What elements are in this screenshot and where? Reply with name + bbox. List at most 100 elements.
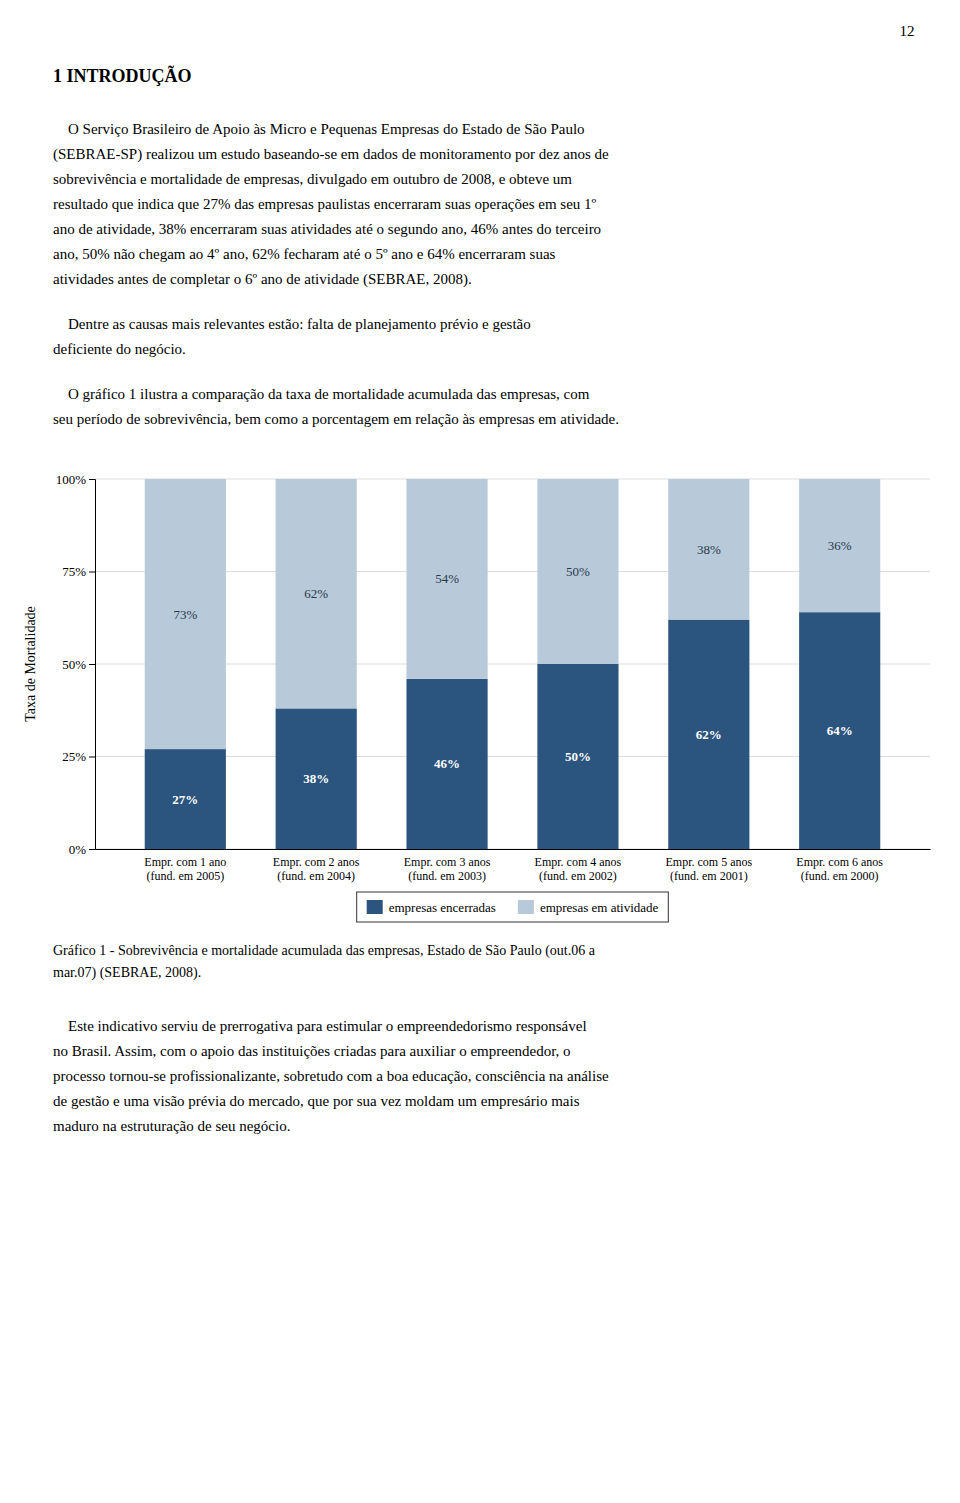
tick: 50%: [62, 657, 95, 672]
legend-label: empresas encerradas: [389, 900, 496, 915]
data-label: 54%: [435, 571, 459, 586]
data-label: 50%: [565, 749, 591, 764]
axis-line: [96, 849, 931, 850]
data-label: 38%: [697, 542, 721, 557]
tick: Empr. com 6 anos(fund. em 2000): [796, 855, 883, 883]
tick-label: 0%: [69, 842, 87, 857]
body-line: O Serviço Brasileiro de Apoio às Micro e…: [53, 121, 585, 137]
body-line: Este indicativo serviu de prerrogativa p…: [53, 1018, 587, 1034]
tick-label: Empr. com 4 anos(fund. em 2002): [535, 855, 622, 883]
legend-item: empresas em atividade: [518, 900, 659, 915]
body-line: Dentre as causas mais relevantes estão: …: [53, 316, 531, 332]
body-line: maduro na estruturação de seu negócio.: [53, 1118, 290, 1134]
body-text: Este indicativo serviu de prerrogativa p…: [53, 1018, 609, 1134]
tick-mark: [89, 757, 95, 758]
bar: [668, 620, 749, 849]
y-axis: 0% 25% 50% 75% 100%: [56, 472, 96, 857]
body-line: no Brasil. Assim, com o apoio das instit…: [53, 1043, 571, 1059]
body-line: processo tornou-se profissionalizante, s…: [53, 1068, 609, 1084]
legend-frame: [357, 892, 669, 922]
bar: [145, 479, 226, 749]
bar: [406, 479, 487, 679]
tick-label: Empr. com 1 ano(fund. em 2005): [144, 855, 226, 883]
tick-label: Empr. com 5 anos(fund. em 2001): [665, 855, 752, 883]
tick-label-line: (fund. em 2001): [670, 869, 748, 883]
tick-mark: [89, 849, 95, 850]
data-label: 36%: [828, 538, 852, 553]
legend-swatch: [518, 900, 534, 914]
page-number: 12: [900, 23, 915, 39]
tick-label-line: Empr. com 1 ano: [144, 855, 226, 869]
tick-label-line: Empr. com 6 anos: [796, 855, 883, 869]
body-line: O gráfico 1 ilustra a comparação da taxa…: [53, 386, 590, 402]
bar: [276, 479, 357, 708]
tick-mark: [89, 664, 95, 665]
legend-swatch: [367, 900, 383, 914]
body-line: ano, 50% não chegam ao 4º ano, 62% fecha…: [53, 246, 556, 262]
legend-label: empresas em atividade: [540, 900, 659, 915]
legend: empresas encerradas empresas em atividade: [357, 892, 669, 922]
data-label: 62%: [696, 727, 722, 742]
data-label: 27%: [172, 792, 198, 807]
tick-label-line: (fund. em 2004): [277, 869, 355, 883]
caption-line: mar.07) (SEBRAE, 2008).: [53, 965, 201, 981]
tick-label-line: Empr. com 2 anos: [273, 855, 360, 869]
chart: 0%25%50%75%100%Empr. com 1 ano(fund. em …: [23, 472, 931, 922]
bar: [668, 479, 749, 620]
page: 12 1 INTRODUÇÃO O Serviço Brasileiro de A…: [0, 0, 960, 1503]
tick-mark: [89, 479, 95, 480]
tick-label: 25%: [62, 749, 86, 764]
data-labels: 27%38%46%50%62%64%73%62%54%50%38%36%: [172, 538, 852, 806]
body-line: atividades antes de completar o 6º ano d…: [53, 271, 472, 288]
body-text: O Serviço Brasileiro de Apoio às Micro e…: [53, 121, 619, 427]
tick-label-line: Empr. com 5 anos: [665, 855, 752, 869]
tick-label-line: Empr. com 3 anos: [404, 855, 491, 869]
tick-label-line: (fund. em 2002): [539, 869, 617, 883]
tick-label: Empr. com 2 anos(fund. em 2004): [273, 855, 360, 883]
caption-line: Gráfico 1 - Sobrevivência e mortalidade …: [53, 943, 596, 959]
tick: 100%: [56, 472, 95, 487]
tick: Empr. com 1 ano(fund. em 2005): [144, 855, 226, 883]
data-label: 46%: [434, 756, 460, 771]
bar: [406, 679, 487, 849]
tick-label: 100%: [56, 472, 87, 487]
tick: Empr. com 3 anos(fund. em 2003): [404, 855, 491, 883]
x-axis: Empr. com 1 ano(fund. em 2005)Empr. com …: [96, 850, 931, 883]
data-label: 38%: [303, 771, 329, 786]
body-line: resultado que indica que 27% das empresa…: [53, 196, 597, 212]
body-line: sobrevivência e mortalidade de empresas,…: [53, 171, 572, 187]
tick: Empr. com 4 anos(fund. em 2002): [535, 855, 622, 883]
bar: [276, 708, 357, 849]
tick-label-line: (fund. em 2003): [408, 869, 486, 883]
series: [145, 612, 881, 849]
bars: [145, 479, 881, 849]
bar: [537, 664, 618, 849]
tick-label: 50%: [62, 657, 86, 672]
axis-title: Taxa de Mortalidade: [23, 606, 38, 722]
tick: 25%: [62, 749, 95, 764]
grid: [95, 479, 930, 849]
series: [145, 479, 881, 749]
bar: [799, 612, 880, 849]
body-line: (SEBRAE-SP) realizou um estudo baseando-…: [53, 146, 609, 163]
bar: [799, 479, 880, 612]
data-label: 64%: [827, 723, 853, 738]
bar: [145, 749, 226, 849]
tick-label: Empr. com 6 anos(fund. em 2000): [796, 855, 883, 883]
data-label: 62%: [304, 586, 328, 601]
tick-label: Empr. com 3 anos(fund. em 2003): [404, 855, 491, 883]
heading: 1 INTRODUÇÃO: [53, 65, 192, 86]
tick-label-line: (fund. em 2005): [146, 869, 224, 883]
tick: Empr. com 5 anos(fund. em 2001): [665, 855, 752, 883]
tick-label-line: Empr. com 4 anos: [535, 855, 622, 869]
body-line: deficiente do negócio.: [53, 341, 186, 357]
body-line: seu período de sobrevivência, bem como a…: [53, 411, 619, 427]
tick-label-line: (fund. em 2000): [801, 869, 879, 883]
tick: 75%: [62, 564, 95, 579]
tick: 0%: [69, 842, 95, 857]
tick: Empr. com 2 anos(fund. em 2004): [273, 855, 360, 883]
body-line: ano de atividade, 38% encerraram suas at…: [53, 221, 601, 237]
caption: Gráfico 1 - Sobrevivência e mortalidade …: [53, 943, 596, 981]
axis-line: [89, 480, 96, 850]
tick-label: 75%: [62, 564, 86, 579]
